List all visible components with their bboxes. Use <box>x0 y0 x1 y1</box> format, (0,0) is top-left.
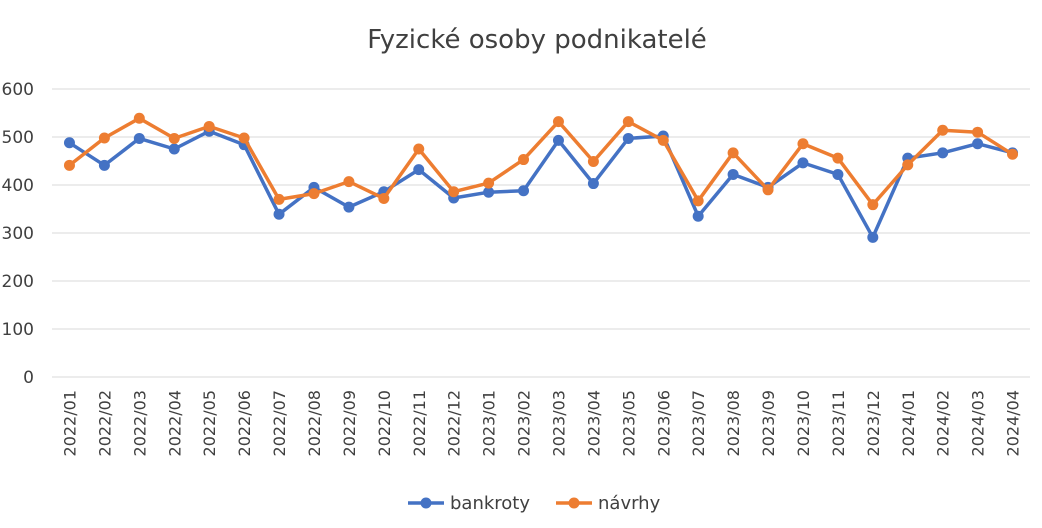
data-point <box>587 155 599 167</box>
x-tick-label: 2023/05 <box>619 390 638 456</box>
data-point <box>133 132 145 144</box>
x-tick-label: 2023/10 <box>794 390 813 456</box>
series-line <box>67 116 1015 207</box>
legend-label: bankroty <box>450 493 530 514</box>
data-point <box>483 186 495 198</box>
x-tick-label: 2022/09 <box>340 390 359 456</box>
x-axis-ticks: 2022/01 2022/02 2022/03 2022/04 2022/05 2022/… <box>60 390 1022 456</box>
data-point <box>168 143 180 155</box>
data-point <box>587 178 599 190</box>
data-point <box>552 134 564 146</box>
x-tick-label: 2022/01 <box>60 390 79 456</box>
data-point <box>343 176 355 188</box>
data-point <box>937 124 949 136</box>
data-point <box>308 188 320 200</box>
x-tick-label: 2023/02 <box>515 390 534 456</box>
data-point <box>63 137 75 149</box>
data-point <box>63 159 75 171</box>
data-point <box>413 143 425 155</box>
x-tick-label: 2022/04 <box>165 390 184 456</box>
legend-label: návrhy <box>598 493 661 514</box>
data-point <box>378 192 390 204</box>
y-tick-label: 500 <box>2 128 34 148</box>
x-tick-label: 2023/09 <box>759 390 778 456</box>
y-tick-label: 400 <box>2 176 34 196</box>
legend-marker <box>568 497 580 509</box>
data-point <box>518 154 530 166</box>
data-point <box>98 159 110 171</box>
data-point <box>692 210 704 222</box>
data-point <box>622 132 634 144</box>
x-tick-label: 2022/02 <box>95 390 114 456</box>
x-tick-label: 2022/10 <box>375 390 394 456</box>
x-tick-label: 2023/04 <box>584 390 603 456</box>
x-tick-label: 2024/03 <box>969 390 988 456</box>
data-point <box>832 152 844 164</box>
x-tick-label: 2022/03 <box>130 390 149 456</box>
x-tick-label: 2023/11 <box>829 390 848 456</box>
chart-title: Fyzické osoby podnikatelé <box>367 25 707 55</box>
data-point <box>972 126 984 138</box>
data-point <box>168 132 180 144</box>
series-bankroty <box>63 125 1019 243</box>
data-point <box>552 116 564 128</box>
data-point <box>133 112 145 124</box>
data-point <box>972 138 984 150</box>
data-point <box>413 164 425 176</box>
data-point <box>867 231 879 243</box>
data-point <box>937 147 949 159</box>
data-point <box>448 186 460 198</box>
x-tick-label: 2022/07 <box>270 390 289 456</box>
series-line <box>67 129 1015 240</box>
data-point <box>273 193 285 205</box>
x-tick-label: 2023/01 <box>480 390 499 456</box>
x-tick-label: 2023/12 <box>864 390 883 456</box>
legend-item: bankroty <box>408 493 530 514</box>
x-tick-label: 2023/08 <box>724 390 743 456</box>
x-tick-label: 2023/03 <box>549 390 568 456</box>
data-point <box>797 138 809 150</box>
x-tick-label: 2024/01 <box>899 390 918 456</box>
x-tick-label: 2023/06 <box>654 390 673 456</box>
legend-marker <box>420 497 432 509</box>
data-point <box>832 168 844 180</box>
data-point <box>692 195 704 207</box>
gridlines <box>52 88 1030 378</box>
data-point <box>518 185 530 197</box>
data-point <box>1007 148 1019 160</box>
data-point <box>797 157 809 169</box>
data-point <box>98 132 110 144</box>
data-point <box>867 199 879 211</box>
legend-item: návrhy <box>556 493 661 514</box>
data-point <box>483 177 495 189</box>
legend: bankroty návrhy <box>408 493 661 514</box>
x-tick-label: 2022/12 <box>445 390 464 456</box>
series-group <box>63 112 1019 243</box>
y-tick-label: 0 <box>23 368 34 388</box>
data-point <box>203 120 215 132</box>
x-tick-label: 2024/04 <box>1004 390 1023 456</box>
data-point <box>727 168 739 180</box>
x-tick-label: 2022/11 <box>410 390 429 456</box>
x-tick-label: 2022/05 <box>200 390 219 456</box>
data-point <box>902 159 914 171</box>
y-tick-label: 600 <box>2 80 34 100</box>
x-tick-label: 2023/07 <box>689 390 708 456</box>
y-axis-ticks: 0 100 200 300 400 500 600 <box>2 80 34 388</box>
data-point <box>727 147 739 159</box>
x-tick-label: 2022/08 <box>305 390 324 456</box>
data-point <box>622 116 634 128</box>
y-tick-label: 100 <box>2 320 34 340</box>
data-point <box>343 201 355 213</box>
series-návrhy <box>63 112 1019 211</box>
data-point <box>657 134 669 146</box>
data-point <box>762 184 774 196</box>
data-point <box>238 132 250 144</box>
data-point <box>273 208 285 220</box>
x-tick-label: 2022/06 <box>235 390 254 456</box>
y-tick-label: 300 <box>2 224 34 244</box>
x-tick-label: 2024/02 <box>934 390 953 456</box>
y-tick-label: 200 <box>2 272 34 292</box>
